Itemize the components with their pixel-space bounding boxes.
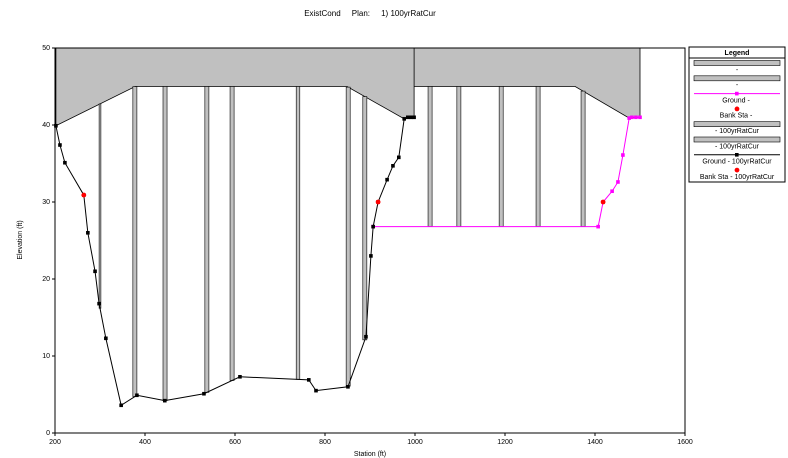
ground-point xyxy=(54,123,58,128)
legend-swatch xyxy=(693,60,781,66)
ground-point xyxy=(596,224,600,229)
legend-swatch xyxy=(693,121,781,127)
bank-station xyxy=(375,199,381,205)
ground-point xyxy=(314,388,318,393)
ground-point xyxy=(616,180,620,184)
ground-point xyxy=(610,189,614,194)
x-axis-label: Station (ft) xyxy=(354,451,386,458)
ground-point xyxy=(634,115,638,120)
legend-swatch xyxy=(735,153,739,157)
legend-box xyxy=(688,46,786,183)
ground-point xyxy=(119,403,123,408)
ground-line xyxy=(373,116,640,228)
pier xyxy=(162,86,168,401)
y-tick-label: 20 xyxy=(42,276,50,283)
pier xyxy=(295,86,301,380)
y-tick-label: 10 xyxy=(42,353,50,360)
ground-line xyxy=(55,116,415,407)
legend-label: - xyxy=(736,82,739,89)
plot-frame xyxy=(54,47,686,434)
legend-label: - xyxy=(736,67,739,74)
pier xyxy=(498,86,504,227)
ground-point xyxy=(369,254,373,258)
ground-point xyxy=(202,391,206,396)
ground-point xyxy=(406,115,410,120)
ground-point xyxy=(638,115,642,120)
ground-point xyxy=(104,336,108,341)
bank-station xyxy=(600,199,606,205)
ground-point xyxy=(630,115,634,120)
ground-point xyxy=(307,378,311,382)
legend-label: Bank Sta - xyxy=(720,113,755,120)
y-tick-label: 0 xyxy=(46,430,50,437)
x-tick-label: 400 xyxy=(139,439,151,446)
ground-point xyxy=(409,115,413,120)
x-tick-label: 1600 xyxy=(677,439,693,446)
bridge-deck xyxy=(55,47,415,127)
x-tick-label: 200 xyxy=(49,439,61,446)
x-tick-label: 800 xyxy=(319,439,331,446)
ground-point xyxy=(86,231,90,235)
legend-swatch xyxy=(734,167,740,173)
ground-point xyxy=(385,177,389,182)
legend-label: Ground - 100yrRatCur xyxy=(702,159,772,166)
ground-point xyxy=(238,374,242,379)
legend-label: Ground - xyxy=(722,97,752,104)
legend-swatch xyxy=(693,136,781,143)
x-tick-label: 1000 xyxy=(407,439,423,446)
legend-swatch xyxy=(734,106,740,112)
pier xyxy=(204,86,210,393)
ground-point xyxy=(402,117,406,121)
ground-point xyxy=(397,155,401,160)
x-tick-label: 1200 xyxy=(497,439,513,446)
pier xyxy=(535,86,541,227)
legend-label: - 100yrRatCur xyxy=(715,128,760,135)
ground-point xyxy=(135,393,139,398)
ground-point xyxy=(97,301,101,306)
pier xyxy=(362,96,368,341)
ground-point xyxy=(391,164,395,168)
legend-swatch xyxy=(693,75,781,82)
pier xyxy=(132,86,138,397)
pier xyxy=(98,103,102,309)
pier xyxy=(580,90,586,227)
ground-point xyxy=(346,385,350,389)
ground-point xyxy=(58,143,62,147)
ground-point xyxy=(93,269,97,274)
x-tick-label: 1400 xyxy=(587,439,603,446)
ground-point xyxy=(371,224,375,229)
legend-label: - 100yrRatCur xyxy=(715,143,760,150)
ground-point xyxy=(364,334,368,339)
y-tick-label: 40 xyxy=(42,122,50,129)
ground-point xyxy=(412,115,416,120)
ground-point xyxy=(627,116,631,120)
legend-label: Bank Sta - 100yrRatCur xyxy=(700,174,775,181)
legend-swatch xyxy=(735,91,739,96)
y-tick-label: 50 xyxy=(42,45,50,52)
x-tick-label: 600 xyxy=(229,439,241,446)
pier xyxy=(427,86,433,227)
pier xyxy=(456,86,462,227)
ground-point xyxy=(621,153,625,157)
y-tick-label: 30 xyxy=(42,199,50,206)
ground-point xyxy=(63,160,67,165)
pier xyxy=(345,86,351,387)
pier xyxy=(229,86,235,381)
y-axis-label: Elevation (ft) xyxy=(17,220,24,259)
bank-station xyxy=(81,192,87,198)
bridge-deck xyxy=(413,47,641,119)
chart-title: ExistCond Plan: 1) 100yrRatCur xyxy=(304,9,436,18)
legend-title: Legend xyxy=(725,50,750,57)
ground-point xyxy=(163,398,167,403)
